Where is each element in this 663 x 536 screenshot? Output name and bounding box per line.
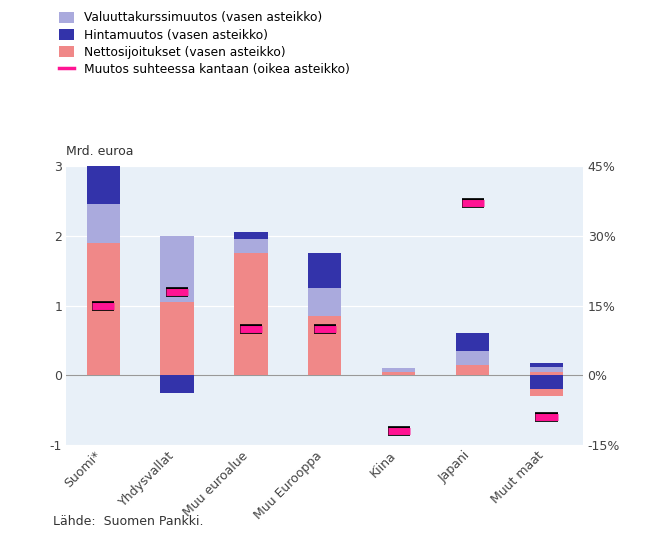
Bar <box>456 364 489 375</box>
Bar <box>87 166 120 204</box>
Bar <box>308 316 341 375</box>
Bar <box>382 372 416 375</box>
Bar <box>87 204 120 243</box>
Bar <box>87 243 120 375</box>
Bar <box>530 389 563 396</box>
Bar <box>235 232 268 239</box>
Legend: Valuuttakurssimuutos (vasen asteikko), Hintamuutos (vasen asteikko), Nettosijoit: Valuuttakurssimuutos (vasen asteikko), H… <box>59 11 349 76</box>
Text: Mrd. euroa: Mrd. euroa <box>66 145 134 158</box>
Bar <box>235 239 268 254</box>
Bar <box>160 302 194 375</box>
Bar <box>160 236 194 302</box>
Bar <box>456 333 489 351</box>
Bar <box>308 288 341 316</box>
Bar <box>530 372 563 375</box>
Bar <box>160 375 194 392</box>
Bar <box>235 254 268 375</box>
Bar <box>382 368 416 372</box>
Bar <box>530 367 563 372</box>
Bar <box>530 363 563 367</box>
Bar <box>456 351 489 364</box>
Bar <box>308 254 341 288</box>
Text: Lähde:  Suomen Pankki.: Lähde: Suomen Pankki. <box>53 515 204 528</box>
Bar <box>530 375 563 389</box>
